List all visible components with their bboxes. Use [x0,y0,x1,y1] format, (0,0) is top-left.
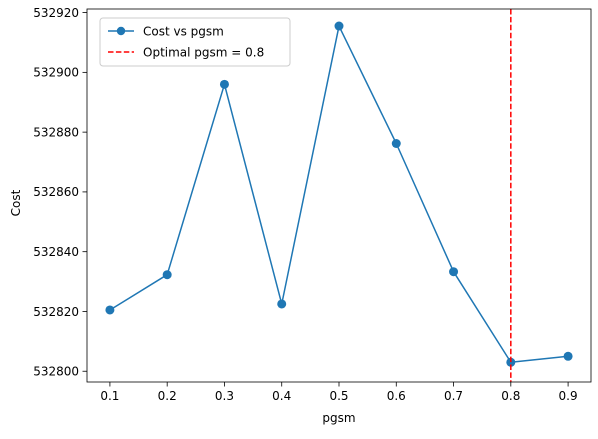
x-tick-label: 0.5 [329,389,348,403]
data-point [162,270,172,280]
legend-frame [99,17,291,67]
data-point [391,138,401,148]
x-tick-label: 0.4 [272,389,291,403]
x-tick-label: 0.7 [444,389,463,403]
x-axis-label: pgsm [322,411,355,425]
x-tick-label: 0.8 [501,389,520,403]
y-tick-label: 532880 [33,125,79,139]
legend: Cost vs pgsm Optimal pgsm = 0.8 [99,17,291,67]
legend-reference-label: Optimal pgsm = 0.8 [143,46,264,60]
series-layer [105,9,573,382]
x-tick-label: 0.1 [100,389,119,403]
data-point [277,299,287,309]
y-tick-label: 532900 [33,66,79,80]
data-point [334,21,344,31]
axes-layer: 0.1 0.2 0.3 0.4 0.5 0.6 0.7 0.8 0.9 532800 532820 5… [33,6,592,403]
x-tick-label: 0.6 [387,389,406,403]
x-tick-label: 0.3 [215,389,234,403]
x-tick-label: 0.9 [559,389,578,403]
data-point [563,351,573,361]
y-tick-label: 532920 [33,6,79,20]
y-tick-label: 532860 [33,185,79,199]
legend-series-label: Cost vs pgsm [143,25,224,39]
y-tick-label: 532840 [33,245,79,259]
x-tick-label: 0.2 [158,389,177,403]
data-point [219,79,229,89]
data-point [449,267,459,277]
data-point [105,305,115,315]
legend-marker-icon [116,26,126,36]
y-tick-label: 532800 [33,365,79,379]
y-axis-label: Cost [9,189,23,216]
y-tick-label: 532820 [33,305,79,319]
series-line [109,25,569,364]
data-point [506,357,516,367]
